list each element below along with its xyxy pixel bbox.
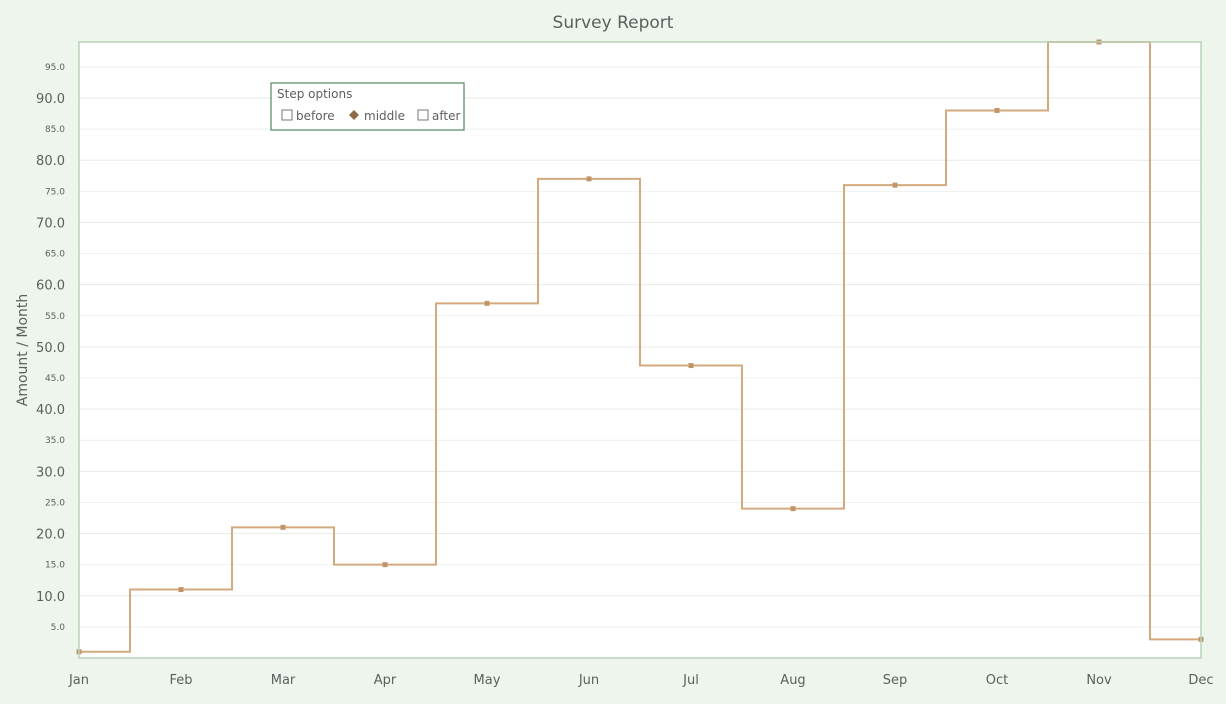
y-minor-tick-label: 95.0 [45, 63, 65, 73]
y-tick-label: 60.0 [36, 279, 65, 294]
y-tick-label: 10.0 [36, 590, 65, 605]
x-tick-label: Jun [578, 673, 599, 688]
x-tick-label: Dec [1188, 673, 1213, 688]
y-axis-label: Amount / Month [15, 294, 31, 407]
x-tick-label: Nov [1086, 673, 1112, 688]
data-point [484, 300, 490, 306]
checkbox-icon [417, 109, 429, 121]
legend-option-before[interactable]: before [281, 109, 335, 123]
y-minor-tick-label: 15.0 [45, 561, 65, 571]
y-minor-tick-label: 25.0 [45, 498, 65, 508]
x-tick-label: Jul [682, 673, 699, 688]
y-minor-tick-label: 45.0 [45, 374, 65, 384]
chart-title: Survey Report [553, 13, 674, 33]
y-minor-tick-label: 55.0 [45, 312, 65, 322]
legend-box [270, 82, 465, 131]
x-tick-label: Jan [68, 673, 89, 688]
y-tick-label: 40.0 [36, 403, 65, 418]
data-point [892, 182, 898, 188]
plot-border [78, 41, 1202, 659]
series-step-line [79, 41, 1201, 653]
y-tick-label: 80.0 [36, 154, 65, 169]
x-axis-ticks: Jan Feb Mar Apr May Jun Jul Aug Sep Oct Nov Dec [68, 673, 1214, 688]
data-point [688, 363, 694, 369]
x-tick-label: Mar [271, 673, 296, 688]
legend-option-label: before [296, 109, 335, 123]
y-tick-label: 90.0 [36, 92, 65, 107]
x-tick-label: Feb [169, 673, 192, 688]
x-tick-label: Oct [986, 673, 1008, 688]
x-tick-label: Aug [780, 673, 805, 688]
y-axis-ticks: 5.0 15.0 25.0 35.0 45.0 55.0 65.0 75.0 85.0 95.0 1… [36, 63, 65, 633]
y-minor-tick-label: 35.0 [45, 436, 65, 446]
data-point [178, 587, 184, 593]
x-tick-label: Apr [374, 673, 397, 688]
legend-option-label: after [432, 109, 460, 123]
checkbox-icon [281, 109, 293, 121]
legend: Step options before middle after [270, 82, 465, 131]
x-tick-label: May [474, 673, 501, 688]
data-point [790, 506, 796, 512]
legend-option-after[interactable]: after [417, 109, 460, 123]
y-tick-label: 20.0 [36, 528, 65, 543]
data-point [280, 524, 286, 530]
data-point [382, 562, 388, 568]
data-point [586, 176, 592, 182]
y-minor-tick-label: 75.0 [45, 187, 65, 197]
legend-title: Step options [277, 87, 352, 101]
y-tick-label: 50.0 [36, 341, 65, 356]
y-minor-tick-label: 5.0 [51, 623, 66, 633]
y-tick-label: 30.0 [36, 465, 65, 480]
diamond-icon [349, 110, 359, 120]
data-point [994, 107, 1000, 113]
y-tick-label: 70.0 [36, 216, 65, 231]
y-minor-tick-label: 65.0 [45, 250, 65, 260]
x-tick-label: Sep [883, 673, 908, 688]
legend-option-label: middle [364, 109, 405, 123]
legend-option-middle[interactable]: middle [349, 109, 405, 123]
y-minor-tick-label: 85.0 [45, 125, 65, 135]
